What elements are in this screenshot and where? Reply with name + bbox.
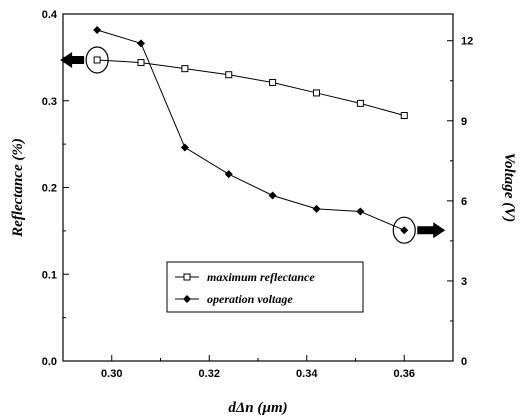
data-point <box>93 26 102 35</box>
x-tick-label: 0.34 <box>296 368 318 380</box>
y-left-tick-label: 0.2 <box>42 183 57 195</box>
legend-label: maximum reflectance <box>207 270 315 284</box>
data-point <box>269 79 277 87</box>
data-point <box>137 39 145 48</box>
legend-marker <box>183 295 191 303</box>
data-point <box>225 71 233 79</box>
x-tick-label: 0.32 <box>199 368 220 380</box>
data-point <box>400 111 408 119</box>
y-axis-right-title: Voltage (V) <box>501 153 517 223</box>
x-axis-title: dΔn (µm) <box>228 400 287 416</box>
y-right-tick-label: 12 <box>461 36 473 48</box>
legend: maximum reflectance operation voltage <box>166 261 364 313</box>
y-left-tick-label: 0.1 <box>42 269 57 281</box>
data-point <box>180 143 189 152</box>
arrow-right-icon <box>417 222 446 239</box>
data-point <box>224 170 233 179</box>
data-point <box>313 89 320 97</box>
axes: 0.30 0.32 0.34 0.36 0.0 0.1 0.2 0.3 0.4 0 3 6 9 12 <box>42 9 474 380</box>
data-point <box>356 207 365 216</box>
highlight-circle <box>392 216 416 244</box>
y-left-tick-label: 0.4 <box>42 9 58 21</box>
data-point <box>312 204 321 213</box>
y-left-tick-label: 0.0 <box>42 356 57 368</box>
data-point <box>137 59 145 67</box>
series-line-0 <box>97 59 405 116</box>
series-0 <box>93 56 408 119</box>
data-point <box>356 99 364 107</box>
highlight-circle <box>85 46 109 74</box>
data-point <box>93 56 101 64</box>
y-right-tick-label: 6 <box>461 196 467 208</box>
y-axis-left-title: Reflectance (%) <box>10 138 26 238</box>
y-right-tick-label: 3 <box>461 276 467 288</box>
series-layer <box>93 26 409 235</box>
annotation-layer <box>60 46 446 244</box>
legend-marker <box>183 273 191 281</box>
y-left-tick-label: 0.3 <box>42 96 57 108</box>
data-point <box>268 191 277 200</box>
x-tick-label: 0.36 <box>394 368 415 380</box>
arrow-left-icon <box>60 51 85 68</box>
data-point <box>181 65 189 73</box>
data-point <box>400 226 409 235</box>
y-right-tick-label: 9 <box>461 116 467 128</box>
x-tick-label: 0.30 <box>101 368 122 380</box>
legend-box <box>166 261 364 313</box>
series-line-1 <box>96 29 405 231</box>
series-1 <box>93 26 409 235</box>
y-right-tick-label: 0 <box>461 356 467 368</box>
legend-label: operation voltage <box>207 292 293 306</box>
